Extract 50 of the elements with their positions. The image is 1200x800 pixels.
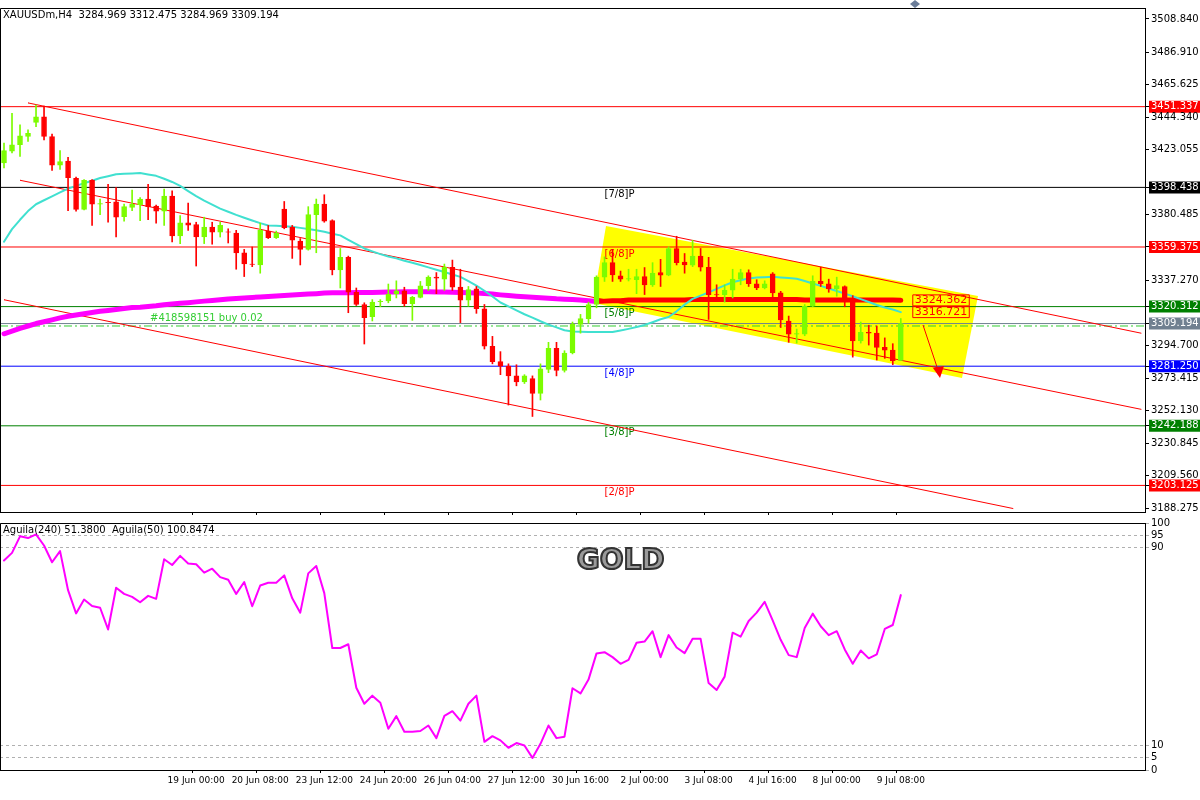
y-tick-label: 3230.845 — [1151, 436, 1199, 448]
y-tick-label: 3209.560 — [1151, 469, 1199, 481]
annotation: 3316.721 — [914, 304, 968, 318]
y-tick-label: 10 — [1151, 738, 1164, 750]
y-tick-label: 100 — [1151, 516, 1171, 528]
y-tick-label: 3451.337 — [1151, 100, 1199, 112]
ref-line-label: [5/8]P — [604, 307, 635, 319]
y-tick-label: 3188.275 — [1151, 501, 1199, 513]
x-tick-label: 26 Jun 04:00 — [423, 774, 482, 785]
x-tick-label: 20 Jun 08:00 — [231, 774, 290, 785]
chart-title: XAUUSDm,H4 3284.969 3312.475 3284.969 3309.194 — [3, 8, 279, 20]
x-tick-label: 2 Jul 00:00 — [620, 774, 669, 785]
x-tick-label: 23 Jun 12:00 — [295, 774, 354, 785]
y-tick-label: 95 — [1151, 528, 1164, 540]
y-tick-label: 3398.438 — [1151, 180, 1199, 192]
y-tick-label: 3242.188 — [1151, 419, 1199, 431]
ref-line-label: [7/8]P — [604, 187, 635, 199]
y-tick-label: 3444.340 — [1151, 110, 1199, 122]
y-tick-label: 3203.125 — [1151, 479, 1199, 491]
annotation: GOLD — [576, 543, 665, 577]
y-tick-label: 3252.130 — [1151, 404, 1199, 416]
x-tick-label: 24 Jun 20:00 — [359, 774, 418, 785]
y-tick-label: 3320.312 — [1151, 300, 1199, 312]
y-tick-label: 3380.485 — [1151, 208, 1199, 220]
y-tick-label: 3273.415 — [1151, 371, 1199, 383]
ref-line-label: [4/8]P — [604, 366, 635, 378]
y-tick-label: 3486.910 — [1151, 45, 1199, 57]
x-tick-label: 3 Jul 08:00 — [684, 774, 734, 785]
ref-line-label: [3/8]P — [604, 426, 635, 438]
y-tick-label: 3465.625 — [1151, 78, 1199, 90]
y-tick-label: 3508.840 — [1151, 12, 1199, 24]
y-tick-label: 5 — [1151, 751, 1158, 763]
y-tick-label: 3309.194 — [1151, 317, 1199, 329]
x-tick-label: 9 Jul 08:00 — [876, 774, 926, 785]
annotation: 3324.362 — [914, 293, 968, 307]
chart-title: Aguila(240) 51.3800 Aguila(50) 100.8474 — [3, 523, 215, 535]
y-tick-label: 3423.055 — [1151, 143, 1199, 155]
x-tick-label: 4 Jul 16:00 — [748, 774, 798, 785]
y-tick-label: 3281.250 — [1151, 359, 1199, 371]
x-tick-label: 30 Jun 16:00 — [551, 774, 610, 785]
y-tick-label: 3359.375 — [1151, 240, 1199, 252]
x-tick-label: 8 Jul 00:00 — [812, 774, 862, 785]
y-tick-label: 90 — [1151, 541, 1164, 553]
x-tick-label: 19 Jun 00:00 — [167, 774, 226, 785]
y-tick-label: 3337.270 — [1151, 274, 1199, 286]
y-tick-label: 3294.700 — [1151, 339, 1199, 351]
ref-line-label: #418598151 buy 0.02 — [150, 311, 263, 323]
x-tick-label: 27 Jun 12:00 — [487, 774, 546, 785]
ref-line-label: [2/8]P — [604, 486, 635, 498]
y-tick-label: 0 — [1151, 763, 1158, 775]
